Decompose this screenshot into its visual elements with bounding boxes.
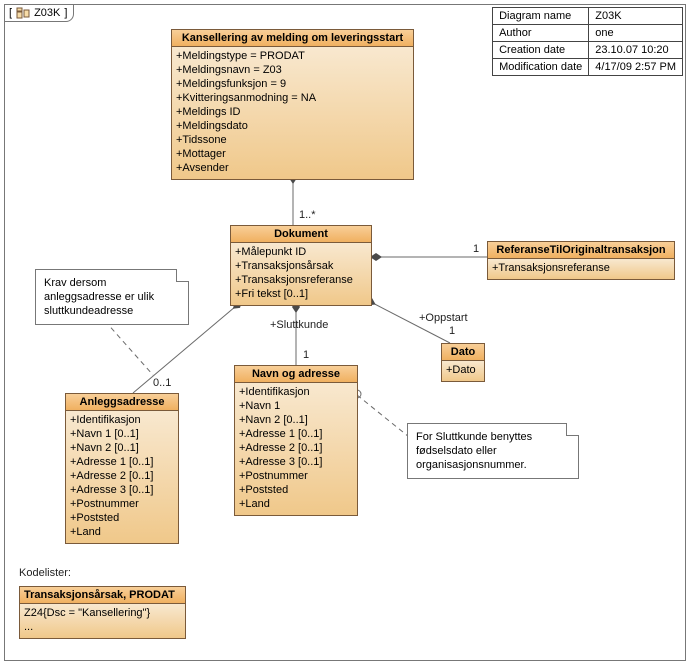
class-title: Transaksjonsårsak, PRODAT <box>20 587 185 604</box>
role-oppstart: +Oppstart <box>419 312 468 324</box>
table-row: Modification date4/17/09 2:57 PM <box>493 59 683 76</box>
class-anleggsadresse: Anleggsadresse +Identifikasjon +Navn 1 [… <box>65 393 179 544</box>
class-diagram-icon <box>16 7 30 19</box>
mult-ref: 1 <box>473 243 479 255</box>
class-attrs: +Dato <box>442 361 484 381</box>
class-attrs: Z24{Dsc = "Kansellering"} ... <box>20 604 185 638</box>
mult-anlegg: 0..1 <box>153 377 171 389</box>
class-title: Kansellering av melding om leveringsstar… <box>172 30 413 47</box>
meta-table: Diagram nameZ03K Authorone Creation date… <box>492 7 683 76</box>
note-krav: Krav dersom anleggsadresse er ulik slutt… <box>35 269 189 325</box>
class-attrs: +Transaksjonsreferanse <box>488 259 674 279</box>
class-navn-og-adresse: Navn og adresse +Identifikasjon +Navn 1 … <box>234 365 358 516</box>
class-dokument: Dokument +Målepunkt ID +Transaksjonsårsa… <box>230 225 372 306</box>
role-sluttkunde: +Sluttkunde <box>270 319 328 331</box>
class-dato: Dato +Dato <box>441 343 485 382</box>
class-kansellering: Kansellering av melding om leveringsstar… <box>171 29 414 180</box>
table-row: Diagram nameZ03K <box>493 8 683 25</box>
class-title: Dato <box>442 344 484 361</box>
class-attrs: +Identifikasjon +Navn 1 [0..1] +Navn 2 [… <box>66 411 178 543</box>
table-row: Creation date23.10.07 10:20 <box>493 42 683 59</box>
class-attrs: +Målepunkt ID +Transaksjonsårsak +Transa… <box>231 243 371 305</box>
class-referanse: ReferanseTilOriginaltransaksjon +Transak… <box>487 241 675 280</box>
class-title: Dokument <box>231 226 371 243</box>
class-title: Anleggsadresse <box>66 394 178 411</box>
mult-oppstart: 1 <box>449 325 455 337</box>
kodelister-label: Kodelister: <box>19 567 71 579</box>
class-attrs: +Meldingstype = PRODAT +Meldingsnavn = Z… <box>172 47 413 179</box>
class-title: Navn og adresse <box>235 366 357 383</box>
mult-top: 1..* <box>299 209 316 221</box>
class-kodelister: Transaksjonsårsak, PRODAT Z24{Dsc = "Kan… <box>19 586 186 639</box>
diagram-frame: [ Z03K ] Diagram nameZ03K Authorone Crea… <box>4 4 686 661</box>
frame-title: Z03K <box>34 7 60 19</box>
mult-sluttkunde: 1 <box>303 349 309 361</box>
note-sluttkunde: For Sluttkunde benyttes fødselsdato elle… <box>407 423 579 479</box>
table-row: Authorone <box>493 25 683 42</box>
class-attrs: +Identifikasjon +Navn 1 +Navn 2 [0..1] +… <box>235 383 357 515</box>
frame-tab: [ Z03K ] <box>4 4 74 22</box>
class-title: ReferanseTilOriginaltransaksjon <box>488 242 674 259</box>
